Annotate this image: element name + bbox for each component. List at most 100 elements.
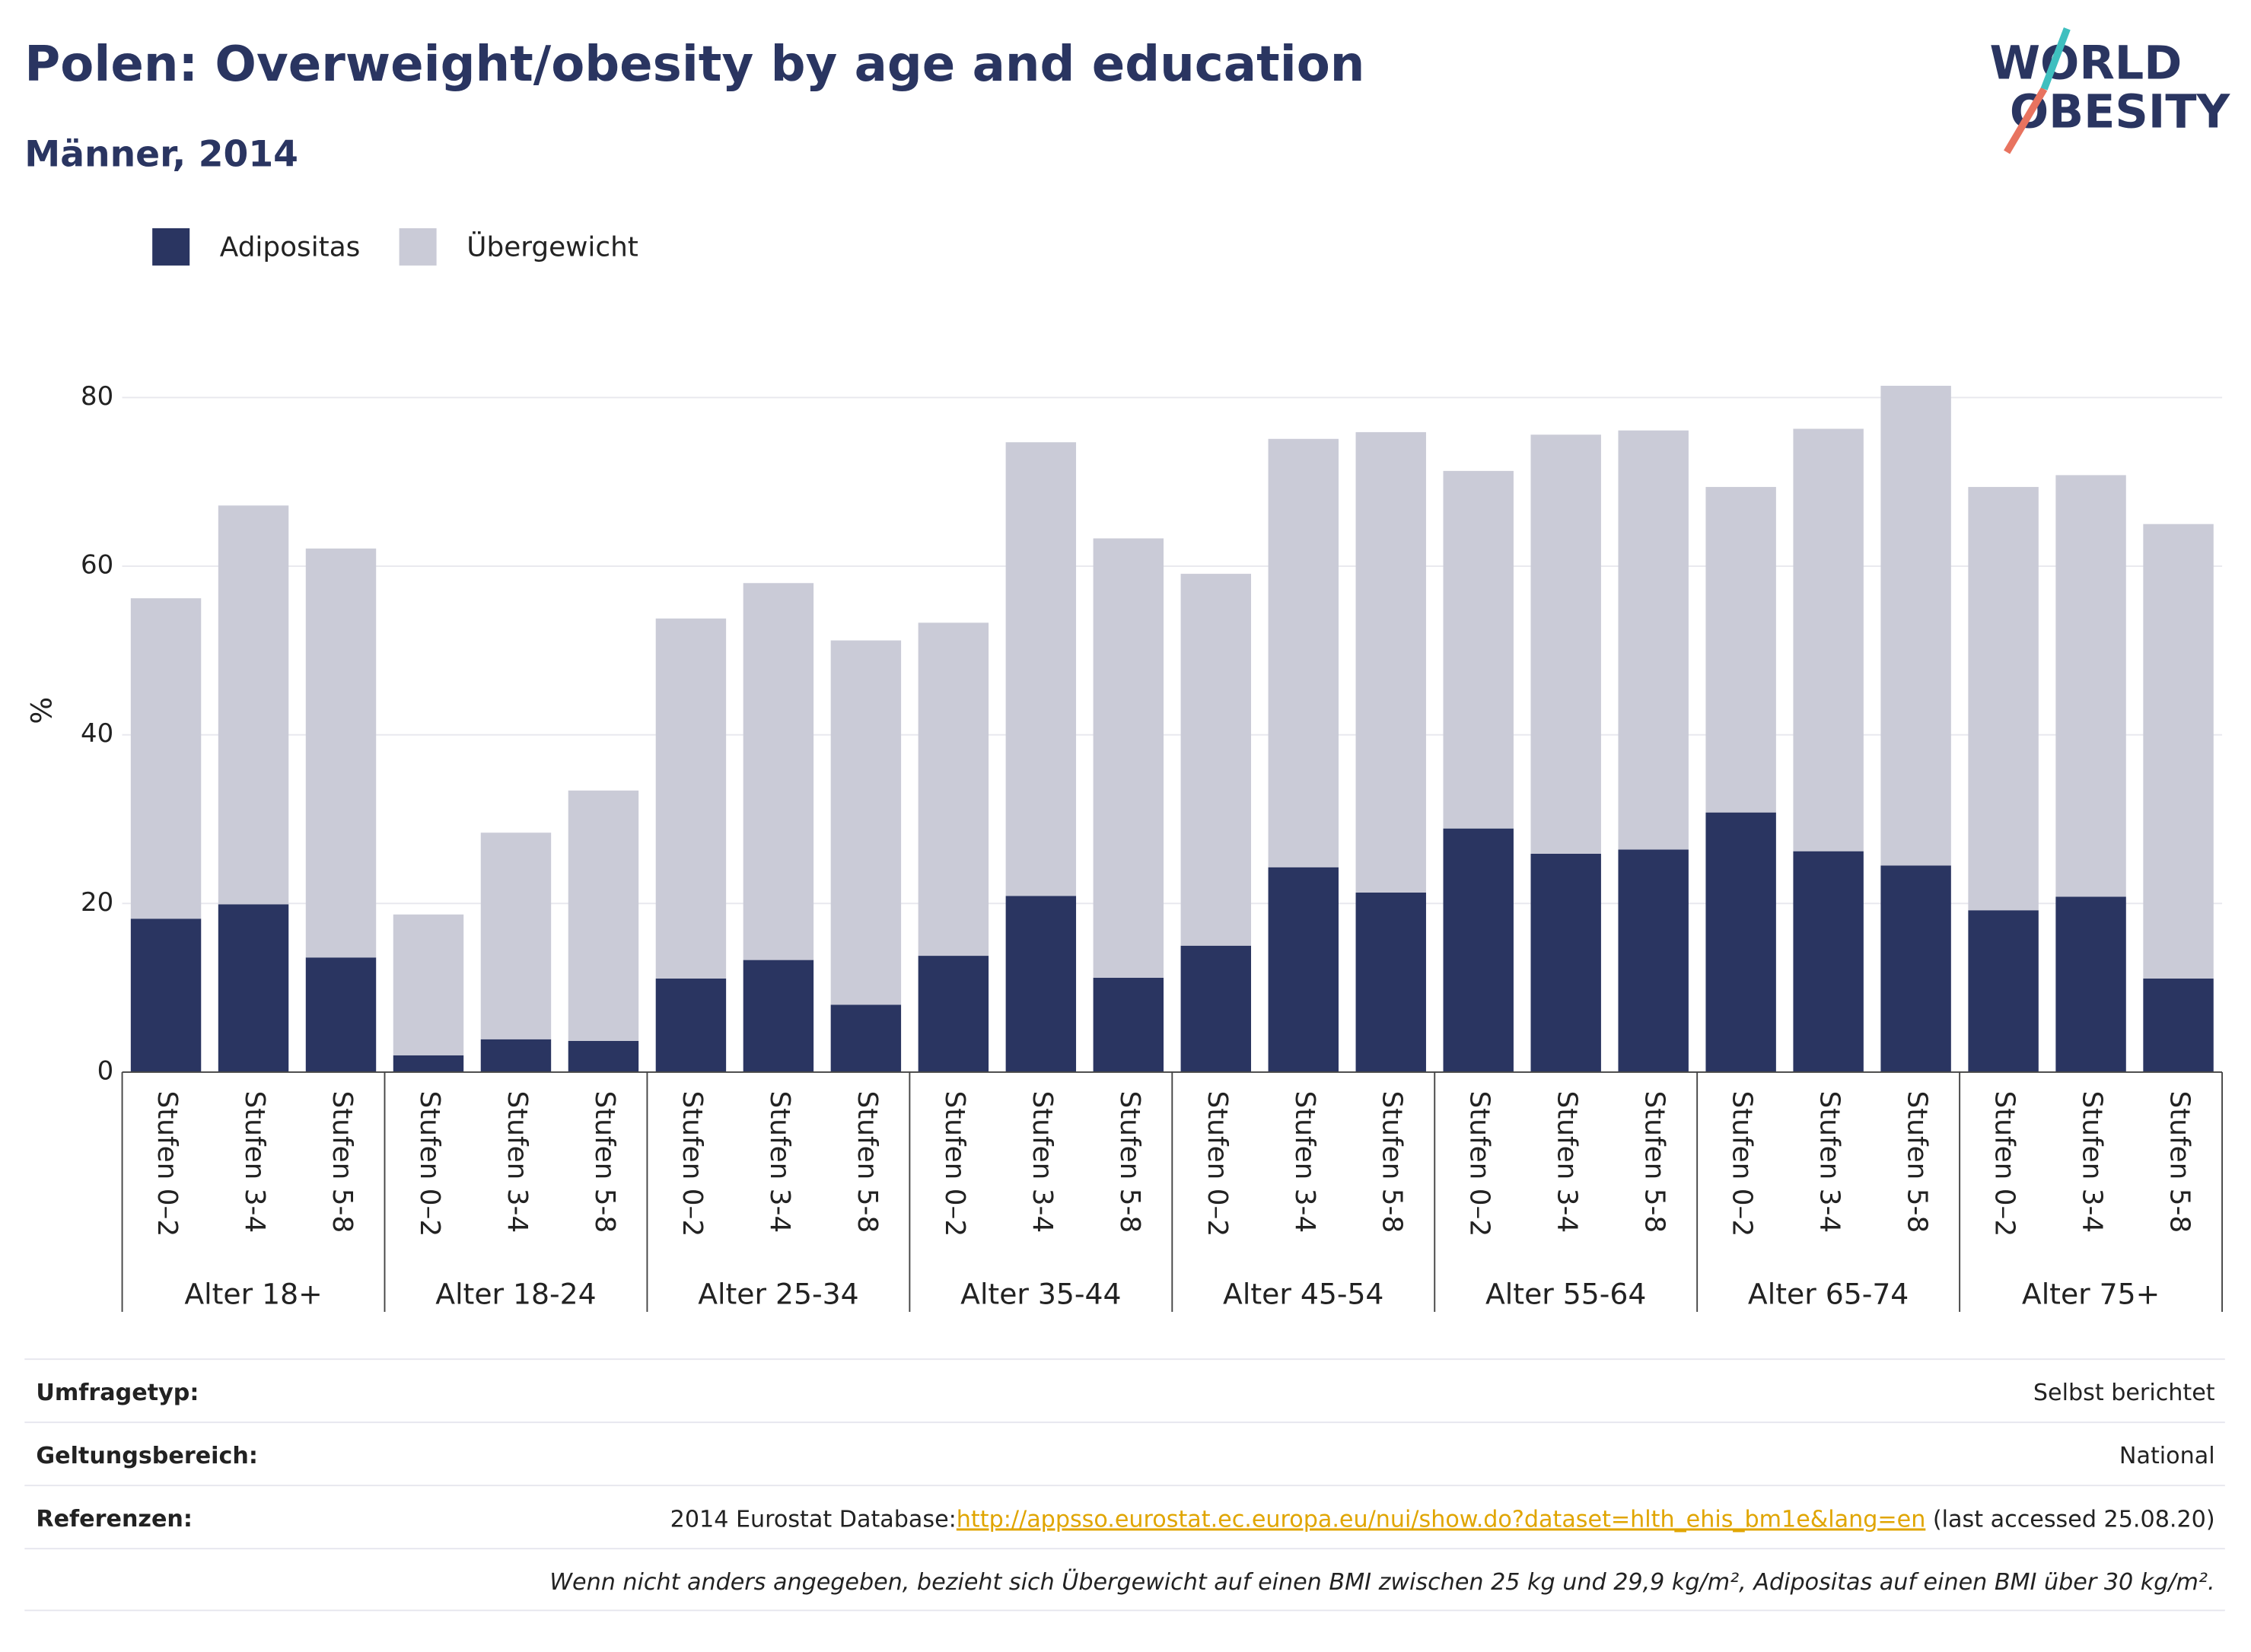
bar-segment <box>830 1004 902 1072</box>
bar-segment <box>1793 851 1864 1072</box>
reference-link[interactable]: http://appsso.eurostat.ec.europa.eu/nui/… <box>957 1506 1926 1533</box>
bar-segment <box>480 1039 552 1072</box>
y-tick-label: 60 <box>81 550 113 581</box>
bar-segment <box>743 583 814 960</box>
logo-text: WORLD <box>1989 37 2182 90</box>
bar-segment <box>568 790 639 1041</box>
bar-segment <box>1268 867 1339 1072</box>
x-tick-label: Stufen 5-8 <box>1114 1091 1145 1233</box>
bar-segment <box>130 598 202 919</box>
bar-segment <box>1180 574 1252 946</box>
footer-reference: 2014 Eurostat Database:http://appsso.eur… <box>670 1506 2215 1533</box>
bar-segment <box>1005 442 1077 896</box>
bar-segment <box>305 957 377 1072</box>
bar-segment <box>218 505 289 905</box>
bar-segment <box>918 956 989 1072</box>
bar-segment <box>1093 538 1164 978</box>
bar-segment <box>218 904 289 1072</box>
bar-segment <box>393 914 464 1055</box>
bar-segment <box>1355 431 1426 893</box>
bar-segment <box>918 622 989 957</box>
bar-segment <box>1618 849 1689 1072</box>
legend-swatch <box>152 228 190 266</box>
chart-subtitle: Männer, 2014 <box>24 134 298 176</box>
footer-label: Referenzen: <box>36 1506 193 1533</box>
group-label: Alter 75+ <box>2022 1278 2160 1311</box>
legend-swatch <box>399 228 437 266</box>
x-tick-label: Stufen 0–2 <box>677 1091 708 1237</box>
group-label: Alter 35-44 <box>960 1278 1121 1311</box>
bar-segment <box>1705 486 1776 813</box>
legend-label: Adipositas <box>220 231 361 263</box>
x-tick-label: Stufen 3-4 <box>501 1091 533 1233</box>
x-tick-label: Stufen 3-4 <box>1552 1091 1583 1233</box>
x-tick-label: Stufen 0–2 <box>414 1091 445 1237</box>
group-label: Alter 65-74 <box>1748 1278 1909 1311</box>
x-tick-label: Stufen 3-4 <box>239 1091 270 1233</box>
bar-segment <box>1880 865 1951 1072</box>
footer-value: 2014 Eurostat Database: <box>670 1506 957 1533</box>
group-label: Alter 18-24 <box>435 1278 596 1311</box>
bar-segment <box>1180 945 1252 1072</box>
bar-segment <box>1268 438 1339 867</box>
bar-segment <box>1880 385 1951 866</box>
bar-segment <box>830 640 902 1005</box>
bar-segment <box>1530 853 1601 1072</box>
x-tick-label: Stufen 0–2 <box>151 1091 183 1237</box>
footer-label: Umfragetyp: <box>36 1380 199 1406</box>
bar-segment <box>2055 475 2126 897</box>
y-tick-label: 20 <box>81 887 113 918</box>
bar-segment <box>1443 828 1514 1072</box>
y-tick-label: 80 <box>81 381 113 412</box>
bar-segment <box>1093 977 1164 1072</box>
y-tick-label: 0 <box>97 1055 114 1086</box>
bar-segment <box>1793 428 1864 851</box>
x-tick-label: Stufen 0–2 <box>939 1091 970 1237</box>
bar-segment <box>393 1055 464 1072</box>
bar-segment <box>1705 812 1776 1072</box>
x-tick-label: Stufen 3-4 <box>764 1091 795 1233</box>
legend-label: Übergewicht <box>466 231 638 263</box>
footer-value: Selbst berichtet <box>2033 1380 2215 1406</box>
x-tick-label: Stufen 5-8 <box>852 1091 883 1233</box>
bar-segment <box>1443 470 1514 829</box>
bar-segment <box>1968 910 2039 1072</box>
bar-segment <box>2143 524 2214 979</box>
x-tick-label: Stufen 3-4 <box>1814 1091 1845 1233</box>
x-tick-label: Stufen 3-4 <box>2077 1091 2108 1233</box>
footer-label: Geltungsbereich: <box>36 1443 258 1469</box>
footer-value: National <box>2119 1443 2215 1469</box>
bar-segment <box>130 918 202 1072</box>
footer-note: Wenn nicht anders angegeben, bezieht sic… <box>549 1568 2214 1596</box>
bar-segment <box>568 1040 639 1072</box>
x-tick-label: Stufen 5-8 <box>1902 1091 1933 1233</box>
x-tick-label: Stufen 3-4 <box>1027 1091 1058 1233</box>
bar-segment <box>1968 486 2039 911</box>
group-label: Alter 45-54 <box>1223 1278 1383 1311</box>
y-axis-title: % <box>24 697 58 724</box>
x-tick-label: Stufen 3-4 <box>1289 1091 1320 1233</box>
group-label: Alter 18+ <box>184 1278 322 1311</box>
x-tick-label: Stufen 0–2 <box>1202 1091 1233 1237</box>
x-tick-label: Stufen 5-8 <box>1377 1091 1408 1233</box>
x-tick-label: Stufen 0–2 <box>1727 1091 1758 1237</box>
x-tick-label: Stufen 5-8 <box>1639 1091 1670 1233</box>
bar-segment <box>305 548 377 958</box>
bar-segment <box>743 960 814 1072</box>
bar-segment <box>1530 434 1601 854</box>
chart-title: Polen: Overweight/obesity by age and edu… <box>24 36 1364 93</box>
bar-segment <box>480 832 552 1039</box>
group-label: Alter 55-64 <box>1485 1278 1646 1311</box>
x-tick-label: Stufen 5-8 <box>589 1091 620 1233</box>
logo-text: OBESITY <box>2010 85 2231 138</box>
x-tick-label: Stufen 0–2 <box>1464 1091 1495 1237</box>
x-tick-label: Stufen 5-8 <box>2164 1091 2195 1233</box>
logo-stroke <box>2040 27 2071 91</box>
bar-segment <box>655 618 727 979</box>
x-tick-label: Stufen 5-8 <box>326 1091 358 1233</box>
x-tick-label: Stufen 0–2 <box>1989 1091 2020 1237</box>
bar-segment <box>1005 896 1077 1072</box>
footer-value: (last accessed 25.08.20) <box>1925 1506 2214 1533</box>
logo-stroke <box>2004 87 2048 154</box>
